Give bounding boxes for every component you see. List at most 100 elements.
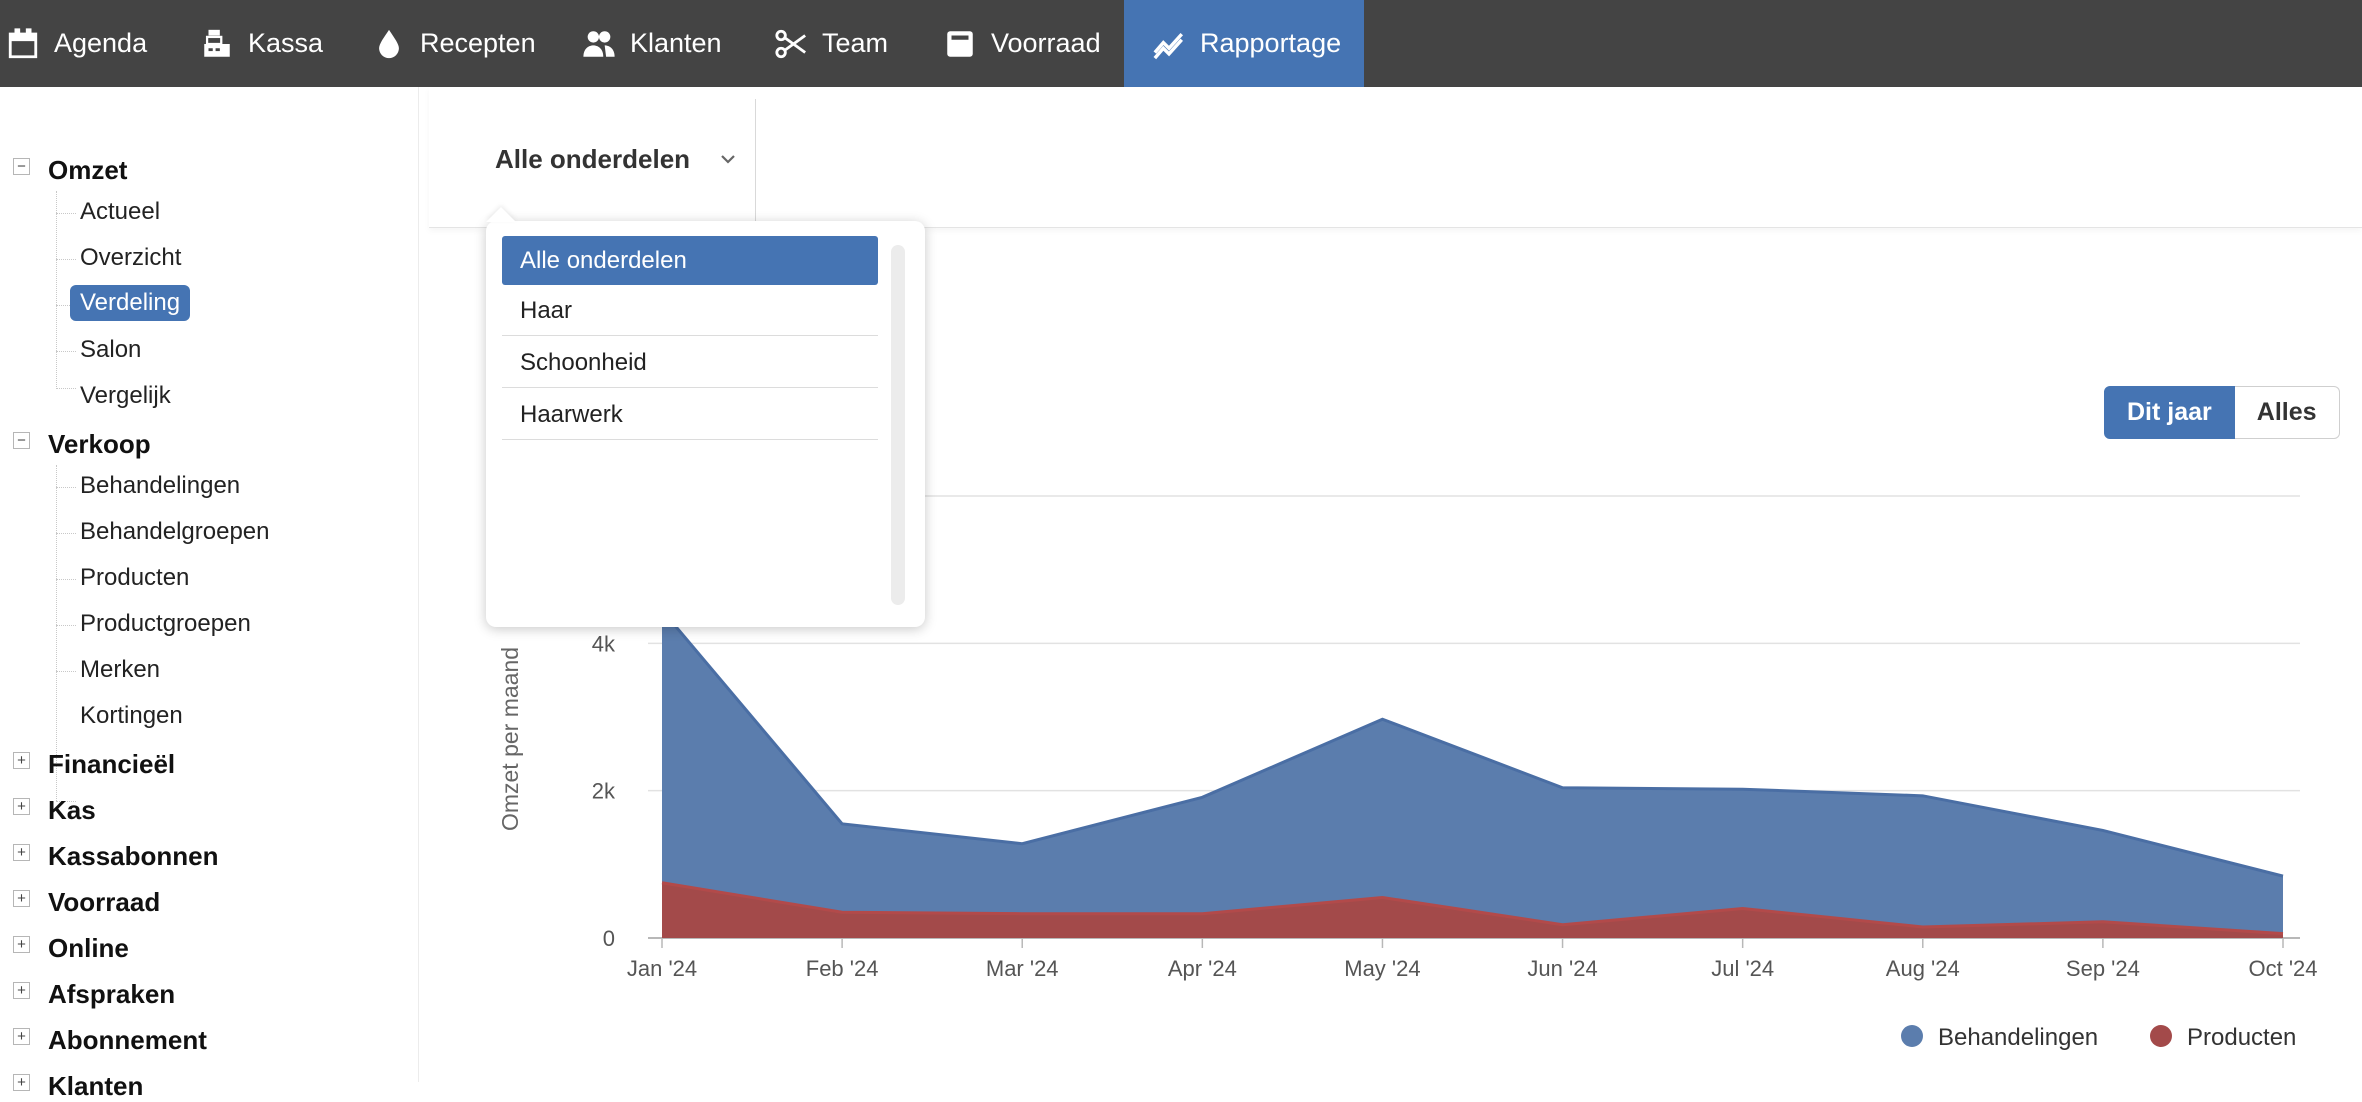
- line-behandelingen: [660, 609, 2284, 878]
- tree-line: [56, 259, 76, 260]
- box-icon: [947, 30, 973, 57]
- nav-agenda-label: Agenda: [54, 28, 148, 58]
- expand-toggle-online[interactable]: +: [13, 936, 30, 953]
- period-this-year-button[interactable]: Dit jaar: [2104, 386, 2235, 439]
- collapse-toggle-verkoop[interactable]: −: [13, 432, 30, 449]
- x-tick-label: May '24: [1344, 956, 1420, 981]
- tree-line: [56, 671, 76, 672]
- sidebar-group-online[interactable]: Online: [48, 933, 129, 963]
- report-content: Alle onderdelen: [419, 87, 2362, 1082]
- line-producten: [661, 881, 2284, 936]
- department-dropdown: Alle onderdelen Haar Schoonheid Haarwerk: [486, 221, 925, 627]
- tree-line: [56, 351, 76, 352]
- tree-line: [56, 213, 76, 214]
- nav-team[interactable]: Team: [774, 0, 888, 87]
- x-tick-label: Feb '24: [806, 956, 879, 981]
- sidebar-item-overzicht[interactable]: Overzicht: [80, 244, 182, 271]
- legend-label-producten[interactable]: Producten: [2187, 1024, 2296, 1051]
- expand-toggle-voorraad[interactable]: +: [13, 890, 30, 907]
- tree-line: [56, 533, 76, 534]
- x-tick-label: Mar '24: [986, 956, 1059, 981]
- sidebar-group-verkoop[interactable]: Verkoop: [48, 429, 151, 459]
- nav-voorraad[interactable]: Voorraad: [943, 0, 1101, 87]
- sidebar-item-salon[interactable]: Salon: [80, 336, 142, 363]
- y-tick-label: 4k: [592, 631, 616, 656]
- legend-swatch-behandelingen: [1901, 1025, 1923, 1047]
- divider: [755, 99, 756, 227]
- expand-toggle-afspraken[interactable]: +: [13, 982, 30, 999]
- sidebar-group-voorraad[interactable]: Voorraad: [48, 887, 161, 917]
- x-tick-label: Aug '24: [1886, 956, 1960, 981]
- nav-recepten[interactable]: Recepten: [372, 0, 536, 87]
- filter-bar: Alle onderdelen: [429, 87, 2362, 228]
- sidebar-group-omzet[interactable]: Omzet: [48, 155, 128, 185]
- expand-toggle-kas[interactable]: +: [13, 798, 30, 815]
- dropdown-option-haarwerk[interactable]: Haarwerk: [502, 391, 878, 440]
- nav-klanten[interactable]: Klanten: [582, 0, 722, 87]
- nav-team-label: Team: [822, 28, 889, 58]
- chevron-down-icon[interactable]: [718, 149, 738, 169]
- tree-line: [56, 579, 76, 580]
- chart-legend: Behandelingen Producten: [1901, 1024, 2296, 1051]
- chart-ylabel: Omzet per maand: [497, 647, 523, 831]
- y-tick-label: 2k: [592, 779, 616, 804]
- dropdown-option-haar[interactable]: Haar: [502, 287, 878, 336]
- area-producten[interactable]: [662, 882, 2283, 938]
- tree-line: [56, 191, 57, 389]
- users-icon: [583, 30, 615, 57]
- nav-rapportage-label: Rapportage: [1200, 28, 1342, 58]
- x-tick-label: Oct '24: [2248, 956, 2317, 981]
- collapse-toggle-omzet[interactable]: −: [13, 158, 30, 175]
- calendar-icon: [8, 27, 38, 58]
- nav-agenda[interactable]: Agenda: [6, 0, 147, 87]
- y-tick-label: 0: [603, 926, 615, 951]
- sidebar-item-kortingen[interactable]: Kortingen: [80, 702, 183, 729]
- sidebar: − Omzet Actueel Overzicht Verdeling Salo…: [0, 87, 419, 1101]
- legend-label-behandelingen[interactable]: Behandelingen: [1938, 1024, 2098, 1051]
- expand-toggle-financieel[interactable]: +: [13, 752, 30, 769]
- sidebar-item-behandelingen[interactable]: Behandelingen: [80, 472, 241, 499]
- x-tick-label: Apr '24: [1168, 956, 1237, 981]
- nav-klanten-label: Klanten: [630, 28, 722, 58]
- legend-swatch-producten: [2150, 1025, 2172, 1047]
- x-tick-label: Sep '24: [2066, 956, 2140, 981]
- dropdown-option-schoonheid[interactable]: Schoonheid: [502, 339, 878, 388]
- nav-rapportage[interactable]: Rapportage: [1124, 0, 1364, 87]
- period-all-button[interactable]: Alles: [2234, 386, 2340, 439]
- expand-toggle-abonnement[interactable]: +: [13, 1028, 30, 1045]
- sidebar-group-kas[interactable]: Kas: [48, 795, 96, 825]
- tree-line: [56, 388, 76, 389]
- department-select[interactable]: Alle onderdelen: [495, 144, 691, 174]
- dropdown-option-alle-onderdelen[interactable]: Alle onderdelen: [502, 236, 878, 285]
- nav-kassa[interactable]: Kassa: [200, 0, 323, 87]
- sidebar-item-actueel[interactable]: Actueel: [80, 198, 161, 225]
- tree-line: [56, 487, 76, 488]
- tree-line: [56, 625, 76, 626]
- sidebar-item-productgroepen[interactable]: Productgroepen: [80, 610, 251, 637]
- sidebar-item-producten[interactable]: Producten: [80, 564, 190, 591]
- chart-line-icon: [1153, 32, 1184, 59]
- dropdown-scrollbar[interactable]: [891, 245, 905, 605]
- area-behandelingen[interactable]: [662, 610, 2283, 934]
- sidebar-group-afspraken[interactable]: Afspraken: [48, 979, 176, 1009]
- x-tick-label: Jan '24: [627, 956, 697, 981]
- sidebar-group-financieel[interactable]: Financieël: [48, 749, 176, 779]
- sidebar-item-behandelgroepen[interactable]: Behandelgroepen: [80, 518, 270, 545]
- sidebar-item-vergelijk[interactable]: Vergelijk: [80, 382, 171, 409]
- sidebar-group-abonnement[interactable]: Abonnement: [48, 1025, 207, 1055]
- sidebar-group-kassabonnen[interactable]: Kassabonnen: [48, 841, 219, 871]
- period-toggle: Dit jaar Alles: [2104, 386, 2340, 439]
- nav-kassa-label: Kassa: [248, 28, 324, 58]
- nav-voorraad-label: Voorraad: [991, 28, 1101, 58]
- cash-register-icon: [204, 29, 230, 57]
- top-navigation: Agenda Kassa Recepten Klanten Team Voorr…: [0, 0, 2362, 87]
- sidebar-item-merken[interactable]: Merken: [80, 656, 161, 683]
- scissors-icon: [775, 29, 806, 58]
- nav-recepten-label: Recepten: [420, 28, 536, 58]
- drop-icon: [379, 29, 399, 58]
- sidebar-item-verdeling[interactable]: Verdeling: [70, 285, 191, 321]
- chart-areas: [660, 609, 2284, 938]
- expand-toggle-kassabonnen[interactable]: +: [13, 844, 30, 861]
- tree-line: [56, 305, 76, 306]
